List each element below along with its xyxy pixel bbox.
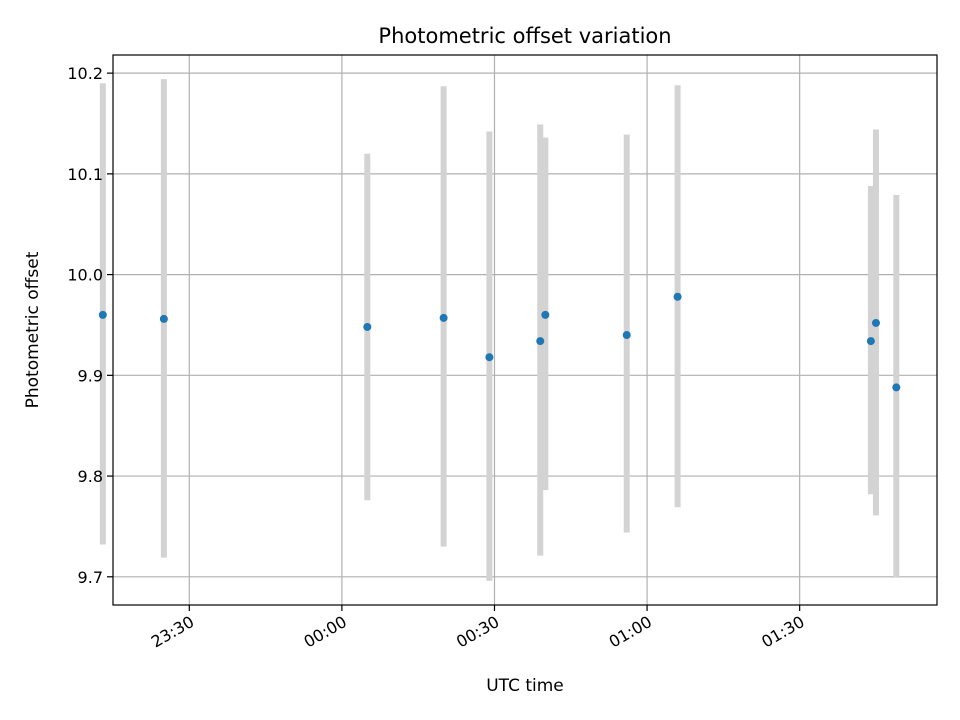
data-point: [98, 310, 107, 319]
data-point: [485, 353, 494, 362]
y-axis-title: Photometric offset: [23, 251, 43, 408]
x-axis-title: UTC time: [486, 676, 564, 696]
data-point: [363, 322, 372, 331]
data-point: [622, 331, 631, 340]
data-point: [541, 310, 550, 319]
y-tick-label: 9.9: [78, 366, 103, 385]
y-tick-label: 10.0: [67, 266, 103, 285]
y-tick-label: 10.1: [67, 165, 103, 184]
y-tick-label: 9.8: [78, 467, 103, 486]
chart-title: Photometric offset variation: [378, 24, 671, 48]
data-point: [439, 313, 448, 322]
data-point: [892, 383, 901, 392]
data-point: [159, 314, 168, 323]
grid: [113, 55, 937, 605]
y-tick-label: 9.7: [78, 568, 103, 587]
data-point: [536, 337, 545, 346]
data-point: [871, 318, 880, 327]
plot-frame: [112, 54, 938, 606]
y-tick-label: 10.2: [67, 64, 103, 83]
data-point: [673, 292, 682, 301]
data-points: [98, 292, 901, 392]
data-point: [866, 337, 875, 346]
